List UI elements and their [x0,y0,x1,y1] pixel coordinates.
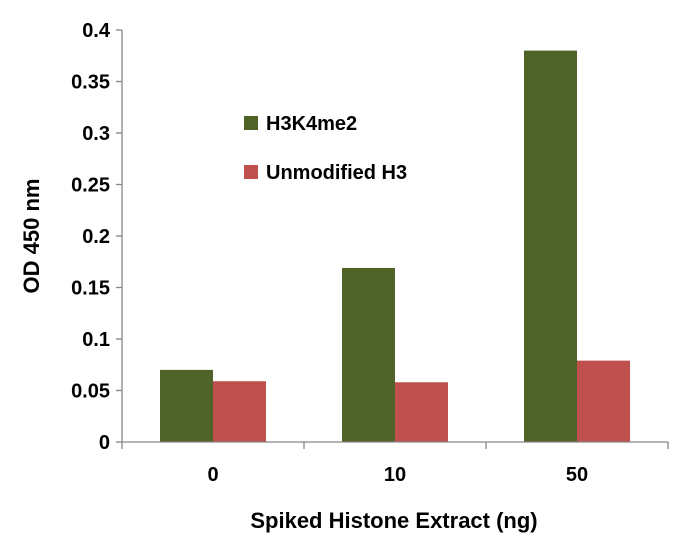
y-tick-label: 0.25 [71,175,110,197]
bar-h3k4me2-10 [342,267,395,442]
y-axis-title: OD 450 nm [19,179,44,294]
y-tick-label: 0.35 [71,72,110,94]
y-tick-label: 0.4 [82,20,111,42]
plot-area: 0 0.05 0.1 0.15 0.2 0.25 0.3 0.35 0.4 0 10 50 [71,20,669,486]
legend-swatch-h3k4me2 [244,116,258,130]
y-tick-label: 0 [99,432,110,454]
legend-label-unmodified-h3: Unmodified H3 [266,162,407,184]
legend: H3K4me2 Unmodified H3 [244,113,407,184]
bar-unmodified-h3-0 [213,381,266,442]
y-tick-label: 0.05 [71,381,110,403]
legend-swatch-unmodified-h3 [244,165,258,179]
x-tick-label: 50 [566,464,588,486]
y-tick-label: 0.15 [71,278,110,300]
y-tick-label: 0.1 [82,329,110,351]
bar-unmodified-h3-10 [395,382,448,442]
legend-label-h3k4me2: H3K4me2 [266,113,357,135]
x-axis-title: Spiked Histone Extract (ng) [250,508,537,533]
bar-h3k4me2-0 [160,369,213,442]
y-tick-label: 0.2 [82,226,110,248]
x-tick-label: 0 [207,464,218,486]
x-tick-label: 10 [384,464,406,486]
y-tick-label: 0.3 [82,123,110,145]
bar-unmodified-h3-50 [577,360,630,442]
bar-h3k4me2-50 [524,50,577,442]
